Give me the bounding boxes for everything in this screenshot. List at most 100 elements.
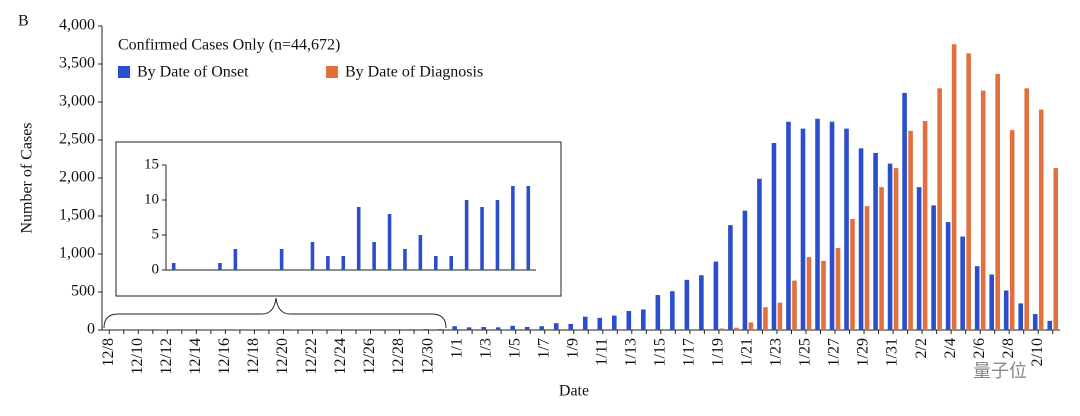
x-tick-label: 12/22 <box>303 338 320 374</box>
legend-label: By Date of Diagnosis <box>345 64 483 81</box>
bar <box>922 121 928 330</box>
x-tick-label: 1/19 <box>710 338 727 366</box>
inset-box <box>115 141 562 297</box>
bar <box>719 328 725 330</box>
x-tick-label: 1/3 <box>477 338 494 358</box>
legend-swatch <box>326 66 338 78</box>
bar <box>670 291 675 330</box>
x-tick-label: 1/17 <box>681 338 698 366</box>
bar <box>481 326 486 330</box>
y-tick-label: 2,000 <box>59 169 95 186</box>
bar <box>829 121 835 330</box>
bar <box>449 256 454 270</box>
bar <box>356 207 361 270</box>
bar <box>1009 130 1015 330</box>
bar <box>524 326 530 330</box>
bar <box>641 309 646 330</box>
bar <box>387 214 392 270</box>
bar <box>995 73 1000 330</box>
panel-label: B <box>18 13 29 30</box>
bar <box>510 325 515 330</box>
y-tick-label: 15 <box>144 156 159 172</box>
x-tick-label: 12/8 <box>100 338 117 366</box>
x-tick-label: 12/24 <box>332 338 349 374</box>
bar <box>792 280 797 330</box>
bar <box>887 163 893 330</box>
x-tick-label: 1/15 <box>652 338 669 366</box>
bar <box>989 274 994 330</box>
bar <box>873 152 878 330</box>
bar <box>879 187 884 330</box>
x-tick-label: 12/28 <box>390 338 407 374</box>
bar <box>974 266 980 330</box>
y-tick-label: 2,500 <box>59 131 95 148</box>
bar <box>597 317 603 330</box>
y-tick-label: 500 <box>71 283 95 300</box>
bar <box>372 242 376 270</box>
bar <box>1024 88 1030 330</box>
bar <box>418 235 423 270</box>
legend-label: By Date of Onset <box>137 64 249 81</box>
x-tick-label: 1/7 <box>535 338 552 358</box>
x-tick-label: 12/30 <box>419 338 436 374</box>
y-tick-label: 5 <box>152 226 160 242</box>
bar <box>568 323 574 330</box>
y-tick-label: 3,500 <box>59 55 95 72</box>
bar <box>1038 109 1044 330</box>
x-tick-label: 12/20 <box>274 338 291 374</box>
bar <box>699 275 704 330</box>
bar <box>916 187 922 330</box>
y-tick-label: 0 <box>152 261 160 277</box>
x-tick-label: 2/4 <box>942 338 959 358</box>
bar <box>777 302 783 330</box>
bar <box>394 329 399 330</box>
bar <box>763 307 768 330</box>
bar <box>433 256 438 270</box>
bar <box>611 315 617 330</box>
x-tick-label: 1/23 <box>768 338 785 366</box>
x-tick-label: 1/9 <box>564 338 581 358</box>
x-tick-label: 2/10 <box>1029 338 1046 366</box>
y-tick-label: 3,000 <box>59 93 95 110</box>
x-tick-label: 2/8 <box>1000 338 1017 358</box>
bar <box>850 219 855 330</box>
bar <box>437 329 443 330</box>
bar <box>835 247 841 330</box>
bar <box>495 200 500 270</box>
x-tick-label: 1/5 <box>506 338 523 358</box>
x-tick-label: 12/12 <box>158 338 175 374</box>
bar <box>806 257 812 330</box>
x-tick-label: 1/13 <box>622 338 639 366</box>
x-tick-label: 2/6 <box>971 338 988 358</box>
y-tick-label: 1,500 <box>59 207 95 224</box>
bar <box>771 143 777 330</box>
bar <box>734 327 739 330</box>
bar <box>326 256 330 270</box>
bar <box>279 249 284 270</box>
bar <box>1032 314 1038 330</box>
bar <box>1053 168 1059 330</box>
bar <box>757 178 762 330</box>
bar <box>937 88 942 330</box>
bar <box>786 121 791 330</box>
bar <box>626 311 632 330</box>
bar <box>728 225 733 330</box>
bar <box>1003 290 1009 330</box>
y-tick-label: 0 <box>87 321 95 338</box>
bar <box>480 207 484 270</box>
x-tick-label: 12/16 <box>216 338 233 374</box>
bar <box>539 326 545 330</box>
bar <box>951 44 957 331</box>
bar <box>582 316 588 330</box>
bar <box>893 168 899 330</box>
bar <box>908 130 913 330</box>
bar <box>423 329 428 330</box>
bar <box>684 279 690 330</box>
bar <box>526 186 531 270</box>
bar <box>748 322 754 330</box>
legend-title: Confirmed Cases Only (n=44,672) <box>118 37 340 54</box>
bar <box>815 118 820 330</box>
x-tick-label: 1/29 <box>855 338 872 366</box>
bar <box>713 261 719 330</box>
y-tick-label: 4,000 <box>59 17 95 34</box>
